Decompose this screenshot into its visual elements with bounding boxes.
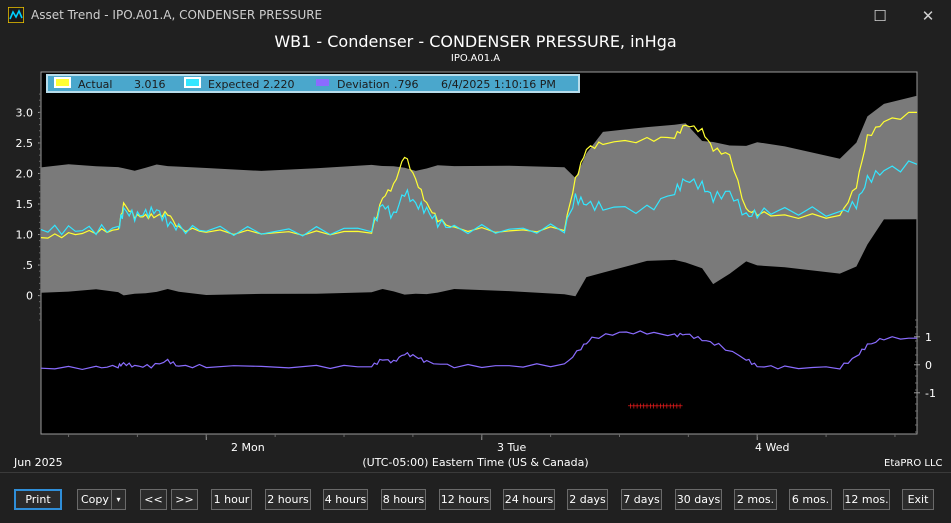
legend-timestamp: 6/4/2025 1:10:16 PM (441, 78, 556, 91)
exit-button-label: Exit (907, 493, 929, 506)
range-2-months-button[interactable]: 2 mos. (734, 489, 777, 510)
y-tick-label: 2.5 (16, 137, 34, 150)
y2-tick-label: 0 (925, 359, 932, 372)
chevron-down-icon[interactable]: ▾ (111, 490, 125, 509)
y-tick-label: 1.5 (16, 198, 34, 211)
range-toolbar: Print Copy ▾ << >> 1 hour 2 hours 4 hour… (0, 472, 951, 523)
legend-expected-label: Expected (208, 78, 260, 91)
scroll-forward-label: >> (175, 493, 194, 506)
actual-swatch (54, 77, 71, 88)
exit-button[interactable]: Exit (902, 489, 934, 510)
deviation-series-line (40, 330, 917, 371)
alarm-marker: + (640, 401, 647, 410)
x-axis-month: Jun 2025 (14, 456, 63, 469)
alarm-marker: + (630, 401, 637, 410)
copy-button-label: Copy (81, 493, 109, 506)
chart-title: WB1 - Condenser - CONDENSER PRESSURE, in… (274, 32, 677, 51)
legend-expected-value: 2.220 (263, 78, 295, 91)
range-12-hours-button[interactable]: 12 hours (439, 489, 491, 510)
range-8-hours-button[interactable]: 8 hours (381, 489, 426, 510)
legend-deviation-label: Deviation (337, 78, 390, 91)
range-button-label: 2 mos. (736, 493, 775, 506)
alarm-marker: + (660, 401, 667, 410)
y-tick-label: 0 (26, 290, 33, 303)
deviation-swatch (314, 77, 331, 88)
alarm-marker: + (654, 401, 661, 410)
maximize-button[interactable]: ☐ (857, 0, 903, 32)
y-tick-label: 1.0 (16, 229, 34, 242)
y-tick-label: 3.0 (16, 106, 34, 119)
range-7-days-button[interactable]: 7 days (621, 489, 662, 510)
range-4-hours-button[interactable]: 4 hours (323, 489, 368, 510)
chart-subtitle: IPO.A01.A (450, 53, 501, 64)
range-2-days-button[interactable]: 2 days (567, 489, 608, 510)
app-icon (8, 7, 24, 23)
range-button-label: 4 hours (324, 493, 367, 506)
alarm-marker: + (644, 401, 651, 410)
series-layer: ++++++++++++++++ (40, 111, 918, 410)
brand-label: EtaPRO LLC (884, 458, 943, 469)
alarm-marker: + (664, 401, 671, 410)
title-bar: Asset Trend - IPO.A01.A, CONDENSER PRESS… (0, 0, 951, 32)
range-6-months-button[interactable]: 6 mos. (789, 489, 832, 510)
alarm-marker: + (673, 401, 680, 410)
print-button[interactable]: Print (14, 489, 62, 510)
window-title: Asset Trend - IPO.A01.A, CONDENSER PRESS… (31, 8, 323, 22)
print-button-label: Print (25, 493, 51, 506)
scroll-forward-button[interactable]: >> (171, 489, 198, 510)
x-axis-timezone: (UTC-05:00) Eastern Time (US & Canada) (362, 456, 589, 469)
y-tick-label: 2.0 (16, 167, 34, 180)
scroll-back-label: << (144, 493, 163, 506)
x-tick-label: 4 Wed (755, 441, 790, 454)
expected-band (41, 95, 917, 297)
copy-button[interactable]: Copy ▾ (77, 489, 126, 510)
actual-series-line (40, 111, 918, 239)
range-button-label: 8 hours (382, 493, 425, 506)
range-button-label: 1 hour (213, 493, 250, 506)
scroll-back-button[interactable]: << (140, 489, 167, 510)
legend-deviation-value: .796 (394, 78, 419, 91)
close-button[interactable]: ✕ (905, 0, 951, 32)
alarm-marker: + (677, 401, 684, 410)
alarm-marker: + (637, 401, 644, 410)
close-icon: ✕ (921, 7, 935, 25)
alarm-marker: + (627, 401, 634, 410)
range-12-months-button[interactable]: 12 mos. (843, 489, 890, 510)
alarm-marker: + (634, 401, 641, 410)
x-tick-label: 3 Tue (497, 441, 527, 454)
legend-actual-value: 3.016 (134, 78, 166, 91)
alarm-marker: + (670, 401, 677, 410)
y2-tick-label: 1 (925, 331, 932, 344)
y-tick-label: .5 (23, 259, 34, 272)
alarm-marker: + (657, 401, 664, 410)
range-button-label: 7 days (623, 493, 660, 506)
range-24-hours-button[interactable]: 24 hours (503, 489, 555, 510)
range-button-label: 2 hours (267, 493, 309, 506)
y2-tick-label: -1 (925, 387, 936, 400)
alarm-marker: + (647, 401, 654, 410)
range-button-label: 2 days (569, 493, 606, 506)
trend-chart[interactable]: ++++++++++++++++ 3.0 2.5 2.0 1.5 1.0 .5 0 1 0 -1 (0, 0, 951, 472)
expected-series-line (40, 160, 918, 237)
expected-swatch (184, 77, 201, 88)
range-button-label: 30 days (676, 493, 721, 506)
range-1-hour-button[interactable]: 1 hour (211, 489, 252, 510)
legend-actual-label: Actual (78, 78, 113, 91)
range-button-label: 6 mos. (791, 493, 830, 506)
range-button-label: 12 mos. (844, 493, 889, 506)
alarm-marker: + (667, 401, 674, 410)
range-2-hours-button[interactable]: 2 hours (265, 489, 311, 510)
range-button-label: 12 hours (440, 493, 490, 506)
legend: Actual 3.016 Expected 2.220 Deviation .7… (46, 74, 580, 93)
expected-band-layer (41, 95, 917, 297)
x-tick-label: 2 Mon (231, 441, 265, 454)
maximize-icon: ☐ (873, 7, 887, 25)
range-30-days-button[interactable]: 30 days (675, 489, 722, 510)
alarm-marker: + (650, 401, 657, 410)
range-button-label: 24 hours (504, 493, 554, 506)
axis-layer: 3.0 2.5 2.0 1.5 1.0 .5 0 1 0 -1 (16, 93, 936, 440)
